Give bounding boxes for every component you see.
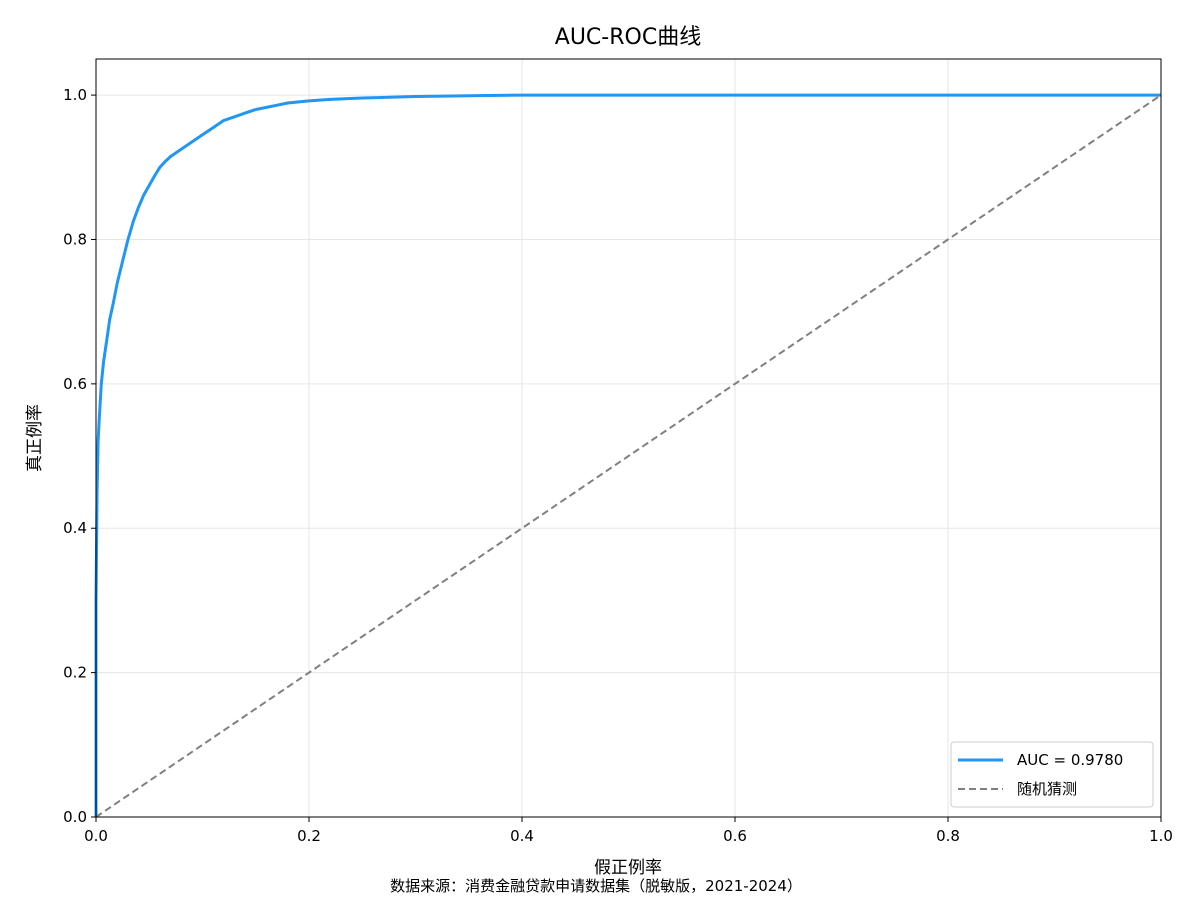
x-tick-label: 0.8 bbox=[936, 827, 960, 845]
x-tick-label: 0.0 bbox=[84, 827, 108, 845]
y-tick-label: 1.0 bbox=[63, 86, 87, 104]
x-axis-label: 假正例率 bbox=[594, 858, 662, 878]
y-tick-label: 0.4 bbox=[63, 519, 87, 537]
legend: AUC = 0.9780 随机猜测 bbox=[950, 741, 1154, 808]
y-tick-label: 0.6 bbox=[63, 375, 87, 393]
plot-series bbox=[94, 93, 1162, 818]
y-axis-label: 真正例率 bbox=[25, 404, 45, 472]
legend-label: AUC = 0.9780 bbox=[1017, 751, 1123, 769]
axis-ticks: 0.0 0.2 0.4 0.6 0.8 1.0 0.0 0.2 0.4 0.6 0.8 1.0 bbox=[63, 86, 1173, 845]
x-tick-label: 0.2 bbox=[297, 827, 321, 845]
chart-title: AUC-ROC曲线 bbox=[555, 25, 701, 50]
x-tick-label: 0.6 bbox=[723, 827, 747, 845]
y-tick-label: 0.0 bbox=[63, 808, 87, 826]
roc-curve-line bbox=[94, 93, 1161, 817]
source-note: 数据来源：消费金融贷款申请数据集（脱敏版，2021-2024） bbox=[390, 877, 802, 895]
random-guess-line bbox=[95, 94, 1162, 818]
x-tick-label: 1.0 bbox=[1149, 827, 1173, 845]
grid-lines bbox=[95, 59, 1162, 818]
y-tick-label: 0.2 bbox=[63, 664, 87, 682]
y-tick-label: 0.8 bbox=[63, 230, 87, 248]
x-tick-label: 0.4 bbox=[510, 827, 534, 845]
legend-box bbox=[950, 741, 1154, 808]
legend-label: 随机猜测 bbox=[1017, 780, 1077, 798]
plot-frame bbox=[95, 58, 1162, 818]
